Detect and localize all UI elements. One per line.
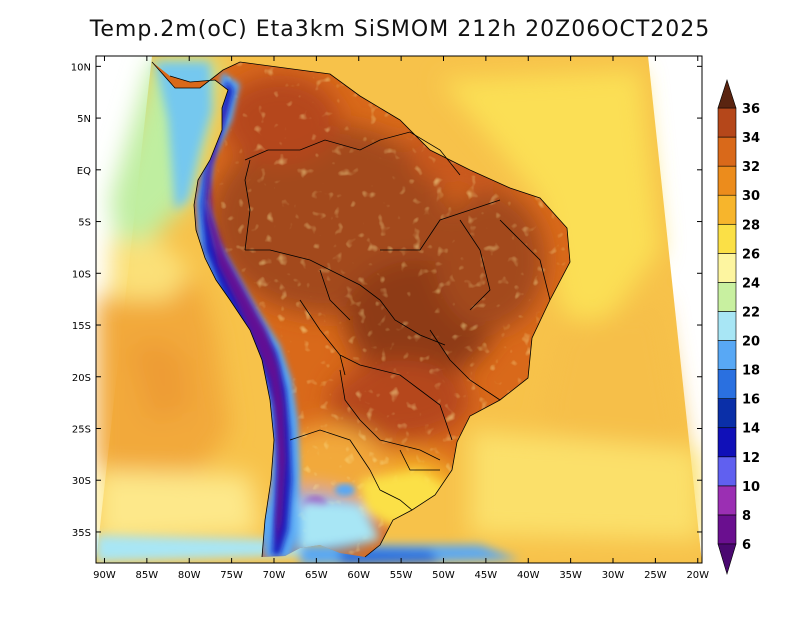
lon-tick-label: 20W [686, 570, 709, 581]
lon-tick-label: 60W [347, 570, 370, 581]
colorbar-label: 26 [742, 247, 760, 262]
colorbar-label: 18 [742, 364, 760, 379]
cold-coastal-band [96, 62, 520, 563]
colorbar-label: 14 [742, 422, 760, 437]
lon-tick-label: 55W [390, 570, 413, 581]
lat-tick-label: 35S [72, 528, 91, 539]
colorbar-under-triangle [717, 543, 737, 576]
lat-tick-label: 10N [71, 62, 91, 73]
lat-tick-label: 10S [72, 269, 91, 280]
colorbar-segment [717, 398, 737, 429]
lon-tick-label: 50W [432, 570, 455, 581]
lon-tick-label: 80W [178, 570, 201, 581]
colorbar-label: 20 [742, 335, 760, 350]
lon-tick-label: 30W [602, 570, 625, 581]
colorbar-segment [717, 427, 737, 458]
colorbar-label: 30 [742, 189, 760, 204]
colorbar-segment [717, 514, 737, 545]
colorbar-label: 8 [742, 509, 751, 524]
lon-tick-label: 65W [305, 570, 328, 581]
colorbar-segment [717, 485, 737, 516]
longitude-axis: 90W 85W 80W 75W 70W 65W 60W 55W 50W 45W 40W 35W 30W 2… [93, 56, 709, 581]
colorbar-label: 16 [742, 393, 760, 408]
lat-tick-label: 5S [78, 218, 91, 229]
colorbar-segment [717, 311, 737, 341]
colorbar-segment [717, 369, 737, 399]
colorbar-segment [717, 282, 737, 312]
political-borders [151, 61, 571, 558]
colorbar-segment [717, 253, 737, 283]
lat-tick-label: 25S [72, 424, 91, 435]
colorbar-label: 22 [742, 305, 760, 320]
colorbar-over-triangle [717, 79, 737, 109]
lon-tick-label: 45W [475, 570, 498, 581]
lat-tick-label: 30S [72, 476, 91, 487]
colorbar-label: 36 [742, 102, 760, 117]
temperature-field [96, 56, 702, 563]
colorbar-label: 32 [742, 160, 760, 175]
lon-tick-label: 25W [644, 570, 667, 581]
map-title: Temp.2m(oC) Eta3km SiSMOM 212h 20Z06OCT2… [89, 17, 711, 42]
colorbar-label: 24 [742, 276, 760, 291]
colorbar-label: 12 [742, 451, 760, 466]
colorbar-label: 34 [742, 131, 760, 146]
colorbar-label: 6 [742, 538, 751, 553]
lon-tick-label: 75W [220, 570, 243, 581]
colorbar-segment [717, 456, 737, 487]
lat-tick-label: 5N [77, 114, 91, 125]
colorbar-label: 28 [742, 218, 760, 233]
colorbar-segment [717, 340, 737, 370]
lat-tick-label: 15S [72, 321, 91, 332]
lon-tick-label: 70W [263, 570, 286, 581]
colorbar-segment [717, 223, 737, 254]
colorbar-label: 10 [742, 480, 760, 495]
lat-tick-label: EQ [77, 166, 91, 177]
colorbar: 6 8 10 12 14 16 18 20 22 24 26 28 30 32 34 36 [717, 79, 760, 576]
ocean-field [96, 60, 702, 545]
colorbar-segment [717, 107, 737, 138]
colorbar-segment [717, 194, 737, 225]
lon-tick-label: 85W [136, 570, 159, 581]
lat-tick-label: 20S [72, 373, 91, 384]
lon-tick-label: 90W [93, 570, 116, 581]
latitude-axis: 10N 5N EQ 5S 10S 15S 20S 25S 30S 35S [71, 62, 702, 539]
lon-tick-label: 35W [559, 570, 582, 581]
lon-tick-label: 40W [517, 570, 540, 581]
map-frame [95, 55, 703, 564]
colorbar-segment [717, 136, 737, 167]
colorbar-segment [717, 165, 737, 196]
